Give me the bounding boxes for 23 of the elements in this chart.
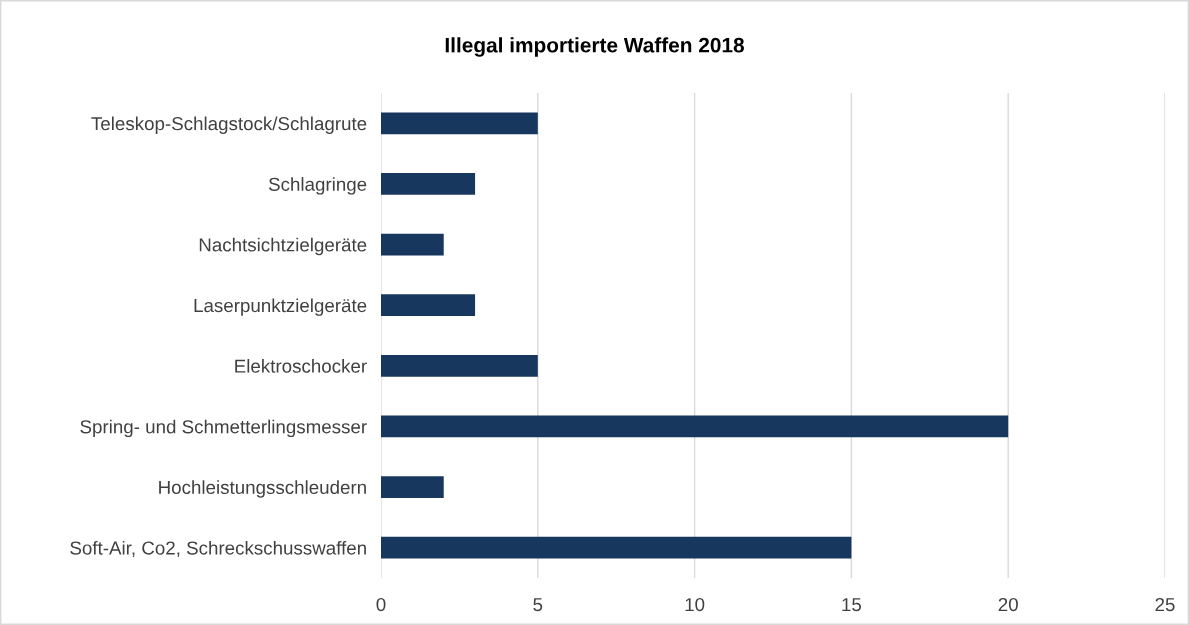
bar bbox=[381, 233, 444, 256]
bar bbox=[381, 112, 538, 135]
bar bbox=[381, 536, 852, 559]
chart-title: Illegal importierte Waffen 2018 bbox=[445, 37, 744, 57]
x-tick-label: 15 bbox=[842, 598, 862, 612]
x-tick-label: 0 bbox=[376, 597, 386, 612]
y-tick-label: Hochleistungsschleudern bbox=[159, 480, 366, 498]
y-tick-label: Laserpunktzielgeräte bbox=[194, 298, 367, 316]
y-tick-label: Nachtsichtzielgeräte bbox=[199, 237, 367, 256]
bar bbox=[381, 173, 476, 195]
y-tick-label: Elektroschocker bbox=[235, 359, 367, 373]
y-tick-label: Spring- und Schmetterlingsmesser bbox=[80, 419, 367, 438]
bar bbox=[381, 415, 1009, 438]
y-tick-label: Soft-Air, Co2, Schreckschusswaffen bbox=[70, 540, 366, 557]
x-tick-label: 25 bbox=[1155, 597, 1175, 612]
y-tick-label: Schlagringe bbox=[268, 177, 367, 195]
x-tick-label: 10 bbox=[685, 597, 705, 612]
x-tick-label: 20 bbox=[998, 597, 1018, 612]
bar bbox=[381, 476, 444, 498]
bar bbox=[381, 354, 538, 377]
y-tick-label: Teleskop-Schlagstock/Schlagrute bbox=[91, 116, 367, 134]
bar bbox=[381, 294, 476, 317]
x-tick-label: 5 bbox=[533, 598, 543, 612]
